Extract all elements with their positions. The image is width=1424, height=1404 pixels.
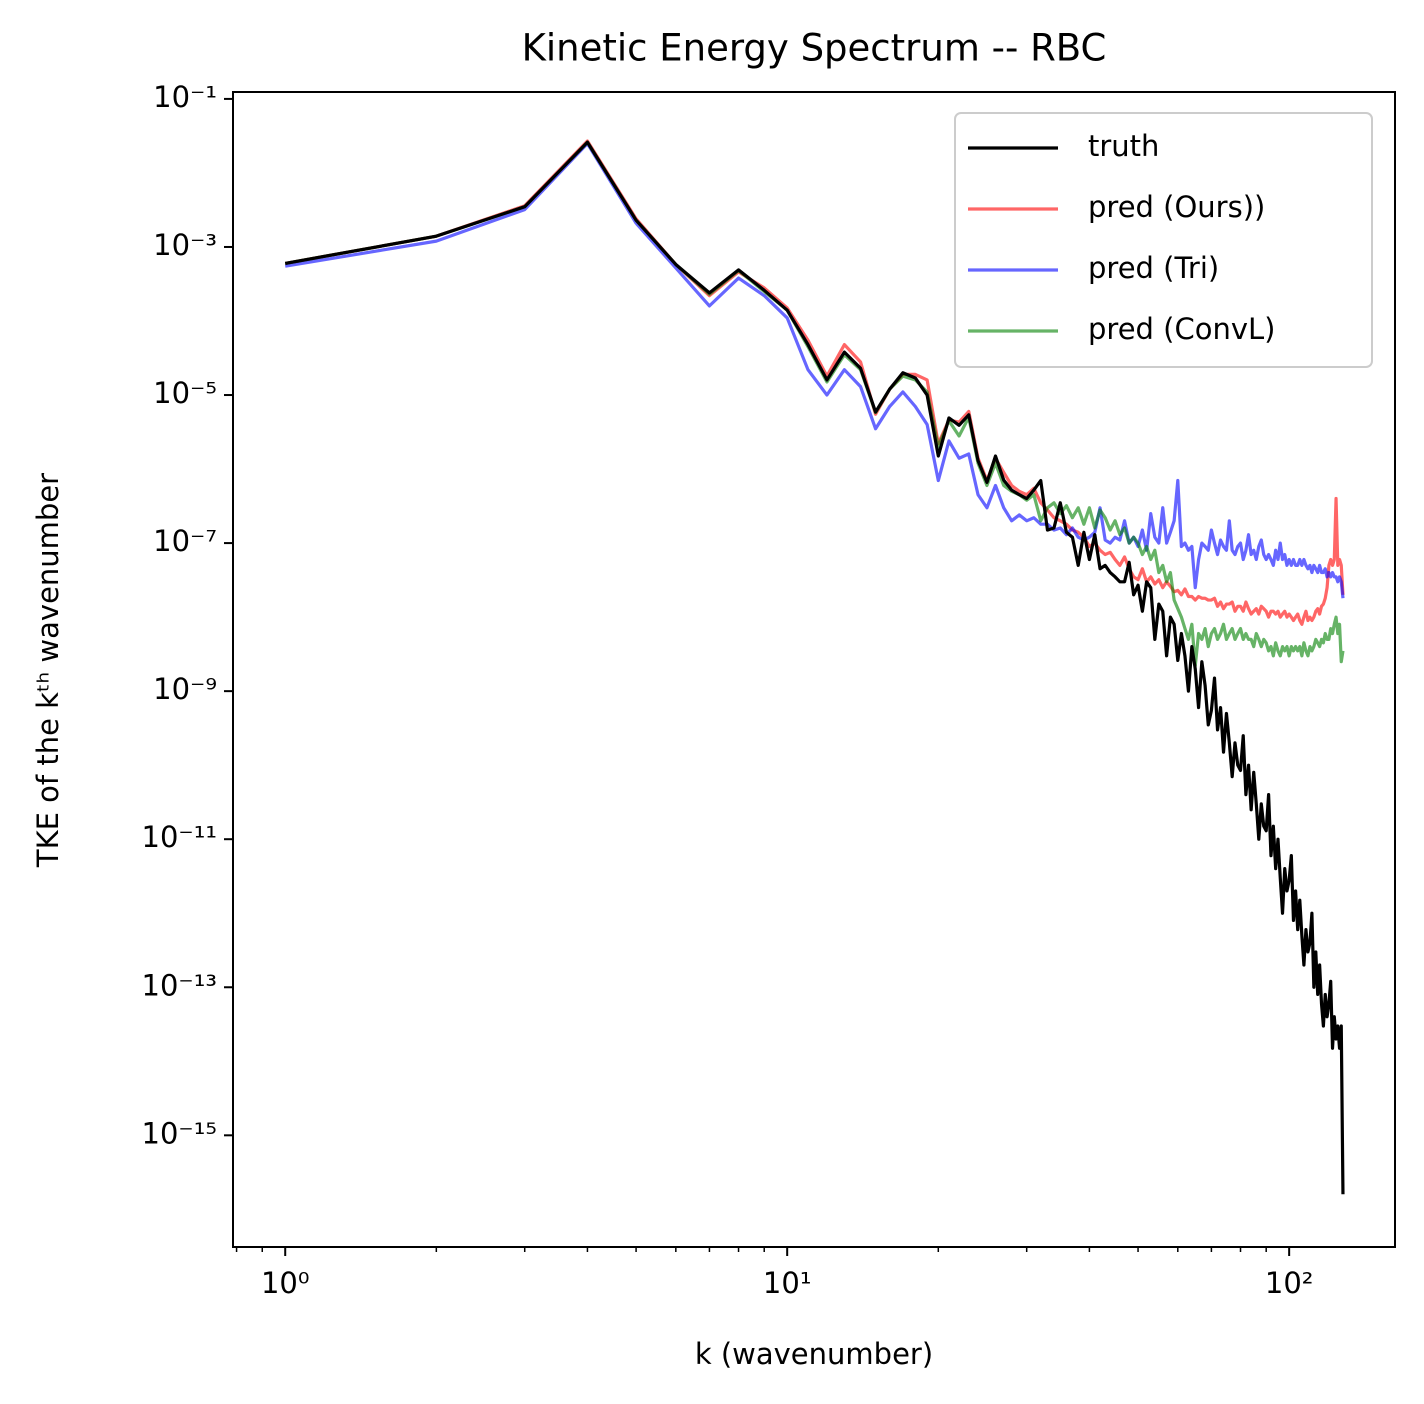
y-tick-label: 10⁻³ (153, 228, 217, 262)
data-line (284, 140, 1345, 668)
data-line (284, 141, 1345, 599)
chart-title: Kinetic Energy Spectrum -- RBC (522, 27, 1107, 70)
x-axis-label: k (wavenumber) (695, 1337, 933, 1371)
legend-label: pred (Tri) (1088, 251, 1219, 285)
legend-box (954, 112, 1373, 368)
y-tick-label: 10⁻¹⁵ (142, 1116, 217, 1150)
y-tick-label: 10⁻¹¹ (142, 820, 217, 854)
x-tick-label: 10² (1265, 1266, 1314, 1300)
data-line (284, 139, 1345, 626)
y-tick-label: 10⁻⁵ (153, 376, 217, 410)
y-tick-label: 10⁻⁷ (153, 524, 217, 558)
legend-label: truth (1088, 129, 1159, 163)
y-tick-label: 10⁻¹ (153, 80, 217, 114)
x-tick-label: 10¹ (763, 1266, 812, 1300)
legend-label: pred (Ours)) (1088, 190, 1265, 224)
plot-frame (232, 91, 1396, 1248)
y-tick-label: 10⁻⁹ (153, 672, 217, 706)
x-tick-label: 10⁰ (261, 1266, 310, 1300)
data-line (284, 140, 1345, 1195)
y-tick-label: 10⁻¹³ (142, 968, 217, 1002)
y-axis-label: TKE of the kᵗʰ wavenumber (31, 473, 65, 868)
legend-label: pred (ConvL) (1088, 312, 1275, 346)
